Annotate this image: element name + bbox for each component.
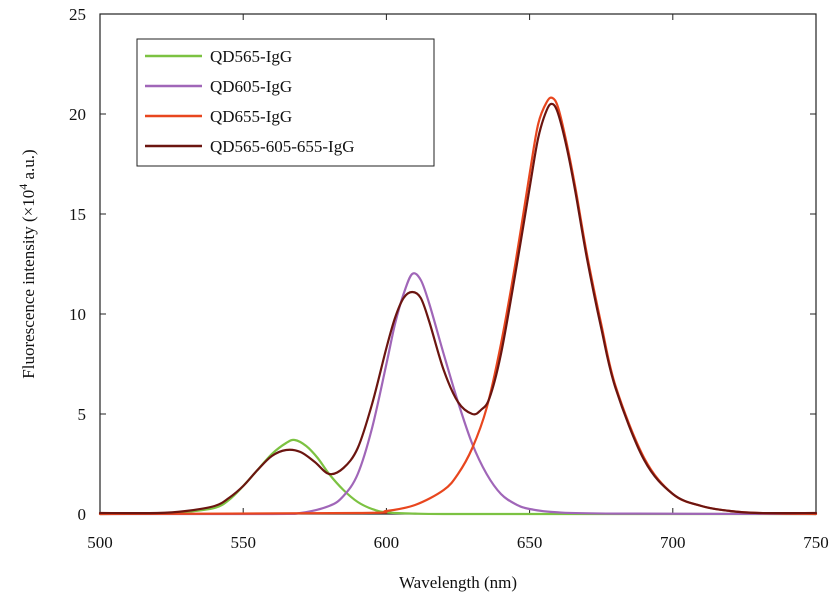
y-tick-label: 5 [78,405,87,424]
y-axis-label-exponent: 4 [16,184,30,190]
x-tick-label: 650 [517,533,543,552]
series-line-qd565-igg [98,438,818,516]
x-axis-label: Wavelength (nm) [399,573,517,592]
y-tick-label: 10 [69,305,86,324]
x-tick-label: 750 [803,533,829,552]
y-tick-label: 0 [78,505,87,524]
legend-label-qd605-igg: QD605-IgG [210,77,292,96]
x-tick-label: 700 [660,533,686,552]
legend-label-qd655-igg: QD655-IgG [210,107,292,126]
y-axis-label: Fluorescence intensity (×104 a.u.) [16,149,38,378]
legend-label-qd565-igg: QD565-IgG [210,47,292,66]
series-line-qd565-605-655-igg [98,102,818,515]
series-line-qd605-igg [98,272,818,516]
legend: QD565-IgG QD605-IgG QD655-IgG QD565-605-655… [136,38,435,167]
x-tick-label: 550 [230,533,256,552]
y-tick-label: 25 [69,5,86,24]
y-tick-label: 20 [69,105,86,124]
x-tick-label: 600 [374,533,400,552]
series-lines [98,96,818,516]
x-tick-label: 500 [87,533,113,552]
legend-label-qd565-605-655-igg: QD565-605-655-IgG [210,137,354,156]
axis-ticks: 500 550 600 650 700 750 0 5 10 15 20 25 [69,5,829,552]
y-tick-label: 15 [69,205,86,224]
y-axis-label-suffix: a.u.) [19,149,38,183]
